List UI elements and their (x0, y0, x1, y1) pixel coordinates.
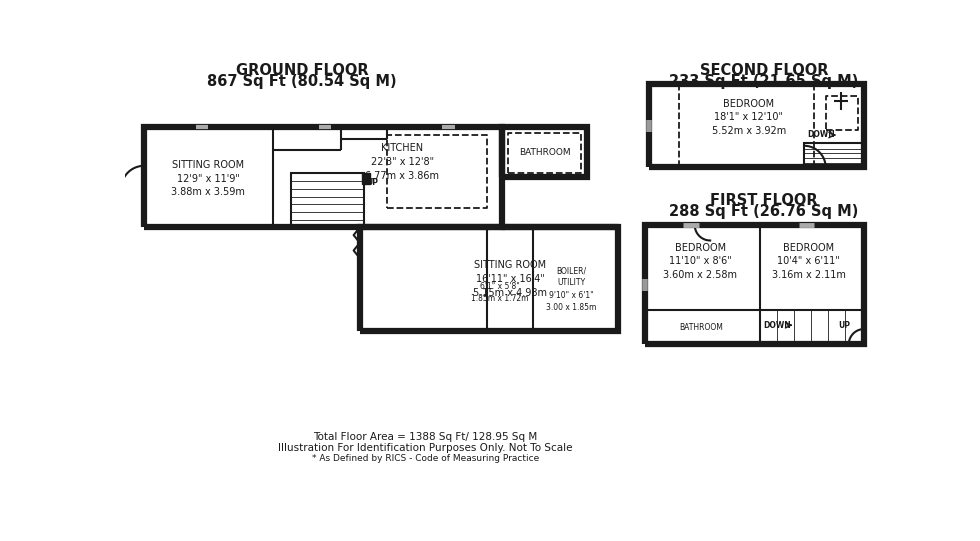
Bar (363, 174, 369, 184)
Text: DOWN: DOWN (808, 130, 835, 140)
Text: BEDROOM
10'4" x 6'11"
3.16m x 2.11m: BEDROOM 10'4" x 6'11" 3.16m x 2.11m (772, 243, 846, 280)
Text: BATHROOM: BATHROOM (679, 323, 723, 332)
Text: * As Defined by RICS - Code of Measuring Practice: * As Defined by RICS - Code of Measuring… (312, 454, 539, 463)
Text: 867 Sq Ft (80.54 Sq M): 867 Sq Ft (80.54 Sq M) (207, 74, 397, 89)
Text: Illustration For Identification Purposes Only. Not To Scale: Illustration For Identification Purposes… (278, 443, 572, 453)
Text: Total Floor Area = 1388 Sq Ft/ 128.95 Sq M: Total Floor Area = 1388 Sq Ft/ 128.95 Sq… (314, 432, 537, 442)
Text: UP: UP (838, 321, 851, 329)
Text: BEDROOM
18'1" x 12'10"
5.52m x 3.92m: BEDROOM 18'1" x 12'10" 5.52m x 3.92m (711, 98, 786, 136)
Text: SECOND FLOOR: SECOND FLOOR (700, 63, 828, 78)
Text: BATHROOM: BATHROOM (518, 148, 570, 157)
Text: BOILER/
UTILITY
9'10" x 6'1"
3.00 x 1.85m: BOILER/ UTILITY 9'10" x 6'1" 3.00 x 1.85… (547, 266, 597, 312)
Text: GROUND FLOOR: GROUND FLOOR (236, 63, 368, 78)
Text: SITTING ROOM
16'11" x 16'4"
5.15m x 4.98m: SITTING ROOM 16'11" x 16'4" 5.15m x 4.98… (473, 260, 547, 298)
Text: KITCHEN
22'3" x 12'8"
6.77m x 3.86m: KITCHEN 22'3" x 12'8" 6.77m x 3.86m (366, 143, 439, 181)
Text: 288 Sq Ft (26.76 Sq M): 288 Sq Ft (26.76 Sq M) (669, 204, 858, 219)
Text: SITTING ROOM
12'9" x 11'9"
3.88m x 3.59m: SITTING ROOM 12'9" x 11'9" 3.88m x 3.59m (172, 160, 245, 197)
Text: BEDROOM
11'10" x 8'6"
3.60m x 2.58m: BEDROOM 11'10" x 8'6" 3.60m x 2.58m (663, 243, 737, 280)
Text: 6'1" x 5'8"
1.85m x 1.72m: 6'1" x 5'8" 1.85m x 1.72m (471, 282, 528, 304)
Text: FIRST FLOOR: FIRST FLOOR (710, 193, 818, 208)
Text: 233 Sq Ft (21.65 Sq M): 233 Sq Ft (21.65 Sq M) (669, 74, 858, 89)
Text: UP: UP (366, 178, 378, 187)
Text: DOWN: DOWN (763, 321, 791, 329)
